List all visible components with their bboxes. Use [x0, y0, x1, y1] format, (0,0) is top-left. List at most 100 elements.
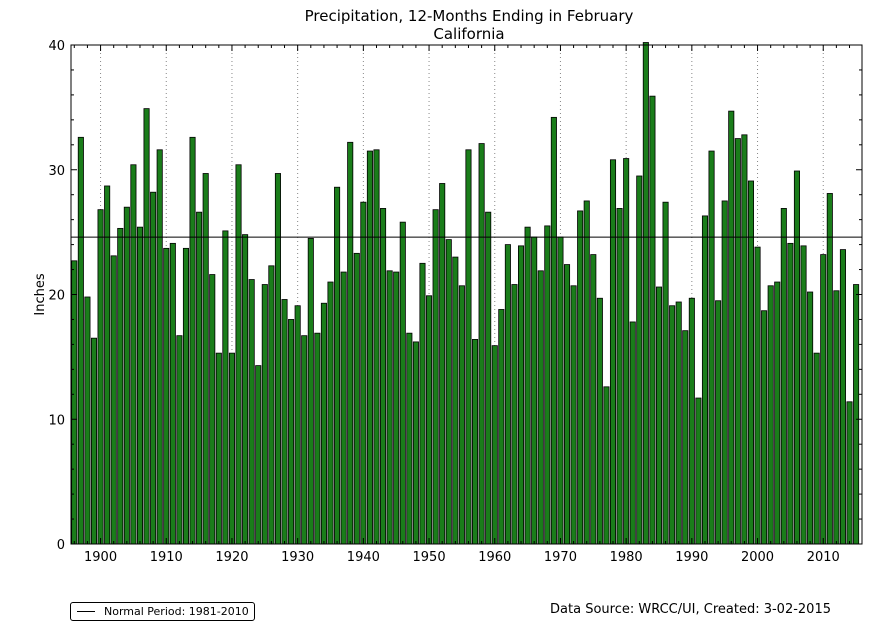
chart-subtitle: California	[433, 25, 505, 43]
bar-1936	[334, 186, 341, 545]
bar-1926	[268, 265, 275, 545]
bar-1973	[577, 210, 584, 545]
bar-1949	[419, 262, 426, 545]
bar-1917	[209, 274, 216, 545]
bar-1987	[669, 305, 676, 545]
bar-1970	[557, 236, 564, 545]
bar-2003	[774, 281, 781, 545]
bar-1997	[734, 138, 741, 545]
bar-1955	[458, 285, 465, 545]
x-tick-label: 1910	[150, 550, 183, 565]
bar-2001	[761, 310, 768, 545]
x-tick-label: 1990	[675, 550, 708, 565]
bar-1976	[596, 297, 603, 545]
bar-1954	[452, 256, 459, 545]
bar-2008	[807, 291, 814, 545]
bar-1998	[741, 134, 748, 545]
legend-line-swatch	[77, 611, 95, 612]
bar-1920	[228, 352, 235, 545]
legend: Normal Period: 1981-2010	[70, 602, 255, 621]
bar-1966	[531, 236, 538, 545]
bar-1964	[518, 245, 525, 545]
bar-1995	[721, 200, 728, 545]
bar-1925	[261, 284, 268, 545]
bar-1946	[399, 221, 406, 545]
bar-1982	[636, 175, 643, 545]
bar-1938	[347, 141, 354, 545]
bar-1981	[629, 321, 636, 545]
x-tick-label: 1930	[281, 550, 314, 565]
legend-label: Normal Period: 1981-2010	[104, 605, 249, 618]
bar-1974	[583, 200, 590, 545]
bar-2006	[793, 170, 800, 545]
bar-1899	[90, 337, 98, 545]
bar-1985	[655, 286, 663, 545]
bar-1950	[426, 295, 433, 545]
y-tick-label: 30	[48, 164, 65, 179]
bar-1908	[150, 191, 157, 545]
bar-1960	[491, 345, 498, 545]
bar-1956	[465, 149, 472, 545]
bar-1944	[386, 270, 393, 545]
bar-1907	[143, 108, 150, 545]
x-tick-label: 1980	[610, 550, 643, 565]
bar-1951	[432, 209, 439, 545]
bar-1943	[380, 208, 387, 545]
bar-2011	[826, 193, 833, 545]
bar-1957	[472, 339, 479, 545]
bar-1991	[695, 397, 702, 545]
bar-1959	[485, 211, 492, 545]
bar-1980	[623, 158, 630, 545]
y-tick-label: 20	[48, 289, 65, 304]
bar-1914	[189, 136, 196, 545]
bar-1992	[701, 215, 709, 545]
bar-2002	[767, 285, 774, 545]
bar-1928	[281, 299, 288, 545]
bar-1931	[301, 335, 308, 545]
bar-1967	[537, 270, 544, 545]
bar-1975	[590, 254, 597, 545]
bar-2014	[846, 401, 853, 545]
bar-2004	[780, 208, 787, 545]
bar-1958	[478, 143, 485, 545]
bar-1901	[104, 185, 111, 545]
bar-1984	[649, 95, 656, 545]
bar-1941	[366, 150, 373, 545]
y-tick-label: 0	[57, 538, 65, 553]
y-tick-label: 10	[48, 413, 65, 428]
data-source-note: Data Source: WRCC/UI, Created: 3-02-2015	[550, 602, 831, 617]
x-tick-label: 1940	[347, 550, 380, 565]
bar-1947	[406, 332, 413, 545]
bar-1910	[163, 247, 170, 545]
bar-1989	[682, 330, 689, 545]
bar-1963	[511, 284, 518, 545]
bar-1902	[110, 255, 117, 545]
bar-2010	[820, 254, 827, 545]
bar-1965	[524, 226, 531, 545]
bar-1911	[169, 242, 176, 545]
bar-1962	[504, 244, 511, 545]
bar-1919	[222, 230, 229, 545]
bar-1999	[747, 180, 754, 545]
bar-1937	[340, 271, 347, 545]
y-axis-label: Inches	[33, 273, 48, 315]
bar-2009	[813, 352, 820, 545]
bar-1913	[182, 247, 189, 545]
chart-title: Precipitation, 12-Months Ending in Febru…	[304, 7, 634, 25]
x-tick-label: 1960	[478, 550, 511, 565]
bar-1898	[84, 296, 91, 545]
bar-1909	[156, 149, 163, 545]
bar-2005	[787, 242, 794, 545]
bar-1923	[248, 279, 255, 545]
bar-1942	[373, 149, 380, 545]
bar-2015	[853, 284, 860, 545]
bar-1912	[176, 335, 183, 545]
bar-2013	[839, 249, 846, 545]
y-tick-label: 40	[48, 39, 65, 54]
bar-1905	[130, 164, 137, 545]
bar-1986	[662, 201, 669, 545]
bar-1969	[550, 116, 557, 545]
bar-1916	[202, 173, 209, 545]
bar-1932	[307, 237, 314, 545]
